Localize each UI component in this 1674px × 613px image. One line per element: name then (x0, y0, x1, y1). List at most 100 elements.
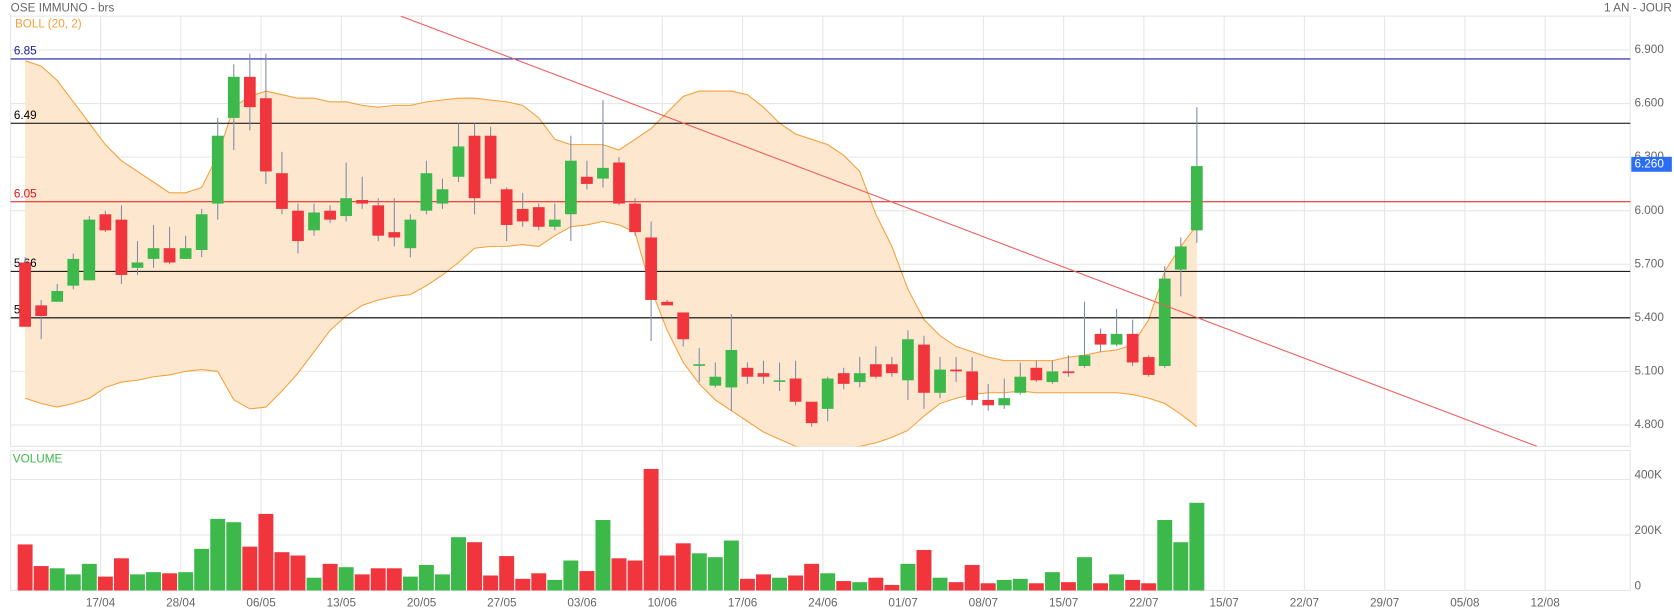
candle-body (629, 203, 641, 233)
volume-bar (338, 567, 354, 591)
volume-bar (691, 553, 707, 591)
x-tick-label: 24/06 (808, 596, 838, 609)
candle-body (436, 189, 449, 204)
volume-bar (402, 576, 418, 591)
volume-bar (836, 581, 852, 591)
volume-bar (531, 573, 547, 591)
volume-bar (194, 548, 210, 591)
volume (17, 468, 1205, 591)
candle-body (404, 219, 417, 249)
candle-body (340, 198, 353, 217)
volume-bar (1093, 583, 1109, 591)
x-tick-label: 22/07 (1290, 596, 1319, 609)
candle-body (998, 398, 1011, 406)
candle-body (1030, 367, 1043, 381)
x-tick-label: 15/07 (1049, 596, 1078, 609)
candle-body (1142, 357, 1155, 375)
volume-bar (547, 579, 563, 591)
x-tick-label: 13/05 (327, 596, 357, 609)
candle-body (741, 367, 754, 377)
x-tick-label: 15/07 (1209, 596, 1238, 609)
x-tick-label: 08/07 (969, 596, 998, 609)
candle-body (500, 189, 513, 225)
volume-bar (354, 574, 370, 591)
volume-bar (451, 537, 466, 591)
candle-body (324, 210, 336, 220)
volume-bar (242, 546, 258, 591)
candle-body (484, 135, 497, 179)
volume-bar (675, 543, 691, 591)
x-tick-label: 01/07 (888, 596, 917, 609)
candles (19, 53, 1203, 427)
candle-body (564, 160, 577, 215)
volume-bar (130, 574, 145, 591)
candle-body (260, 98, 272, 172)
volume-bar (820, 573, 836, 591)
volume-bar (258, 513, 274, 591)
candle-body (131, 262, 144, 268)
volume-bar (772, 577, 787, 591)
x-tick-label: 05/08 (1450, 596, 1480, 609)
candle-body (243, 76, 256, 108)
x-tick-label: 22/07 (1129, 596, 1158, 609)
candle-body (677, 312, 690, 340)
candle-body (853, 373, 866, 383)
level-label: 6.85 (14, 45, 37, 58)
volume-bar (65, 574, 81, 591)
candle-body (211, 135, 224, 204)
candle-body (950, 369, 962, 372)
volume-bar (611, 558, 627, 591)
volume-bar (226, 522, 242, 591)
candle-body (99, 214, 112, 231)
volume-bar (290, 555, 306, 591)
candle-body (773, 380, 786, 382)
candle-body (115, 219, 128, 275)
volume-bar (916, 549, 932, 591)
volume-bar (964, 564, 980, 591)
candle-body (709, 376, 722, 386)
y-tick-label: 400K (1634, 468, 1662, 481)
x-tick-label: 12/08 (1530, 596, 1560, 609)
volume-bar (563, 560, 579, 591)
trend (400, 16, 1538, 447)
volume-bar (788, 575, 804, 591)
candle-body (67, 258, 80, 286)
volume-bar (467, 542, 483, 591)
volume-bar (980, 583, 996, 591)
x-tick-label: 27/05 (487, 596, 517, 609)
volume-bar (306, 577, 322, 591)
candle-body (581, 176, 593, 184)
volume-bar (1173, 542, 1189, 591)
candle-body (693, 364, 706, 366)
y-tick-label: 5.100 (1634, 364, 1664, 377)
candle-body (1062, 371, 1075, 374)
volume-bar (932, 577, 948, 591)
labels: 17/04 28/04 06/05 13/05 20/05 27/05 03/06 10/06… (86, 43, 1672, 609)
y-tick-label: 6.600 (1634, 97, 1664, 110)
volume-bar (1044, 572, 1060, 591)
candle-body (805, 401, 818, 424)
candle-body (725, 349, 738, 388)
volume-bar (723, 540, 739, 591)
candle-body (886, 364, 898, 374)
candle-body (292, 210, 304, 242)
volume-bar (1141, 583, 1157, 591)
volume-bar (274, 552, 290, 591)
volume-bar (386, 568, 402, 591)
volume-bar (1157, 519, 1173, 591)
volume-bar (146, 572, 162, 591)
candle-body (227, 76, 240, 118)
candle-body (1014, 376, 1027, 393)
volume-bar (434, 574, 450, 591)
candle-body (789, 378, 802, 402)
volume-bar (659, 555, 675, 591)
candle-body (1110, 333, 1123, 345)
candle-body (837, 373, 850, 384)
candle-body (661, 301, 674, 306)
candle-body (19, 262, 31, 327)
volume-bar (162, 573, 178, 591)
candle-body (35, 305, 48, 317)
volume-bar (483, 575, 499, 591)
x-tick-label: 20/05 (407, 596, 437, 609)
